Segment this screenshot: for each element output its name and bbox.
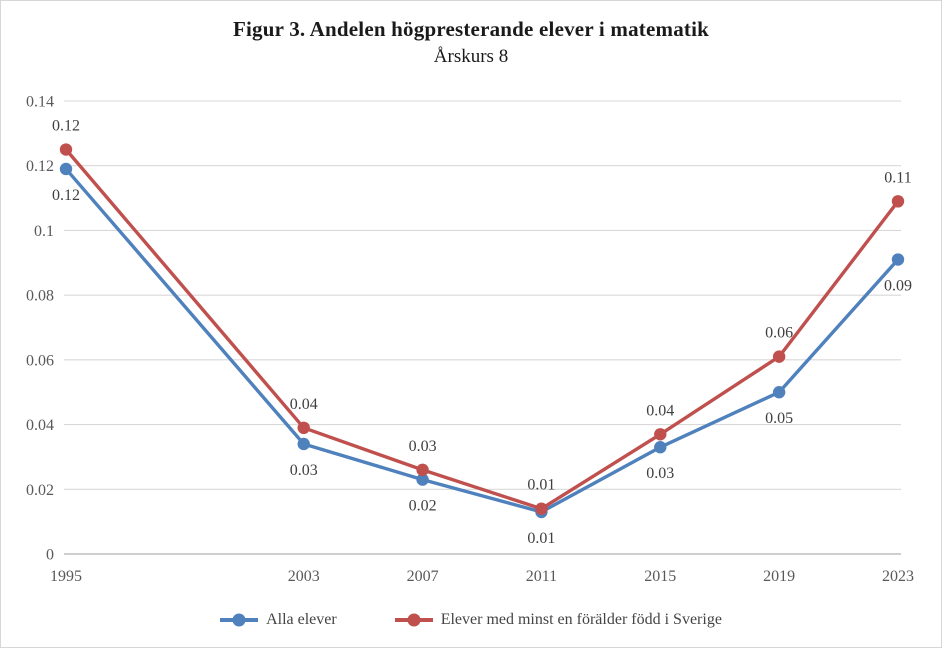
legend-label: Elever med minst en förälder född i Sver… <box>440 611 722 628</box>
data-point-label: 0.12 <box>52 118 80 135</box>
data-point-marker <box>59 162 73 176</box>
chart-legend: Alla elever Elever med minst en förälder … <box>1 603 941 637</box>
y-axis-tick-label: 0 <box>46 547 54 564</box>
data-point-label: 0.12 <box>52 187 80 204</box>
y-axis-tick-label: 0.08 <box>26 288 54 305</box>
data-point-label: 0.03 <box>409 438 437 455</box>
legend-label: Alla elever <box>266 611 337 628</box>
y-axis-tick-label: 0.02 <box>26 482 54 499</box>
data-point-marker <box>772 386 786 399</box>
legend-marker-dot-icon <box>232 613 246 627</box>
data-point-label: 0.04 <box>646 402 674 419</box>
data-point-label: 0.11 <box>884 169 911 186</box>
chart-plot-area: 0 0.02 0.04 0.06 0.08 0.1 0.12 0.14 1995 2003 2007… <box>26 94 914 586</box>
legend-marker-icon <box>394 613 433 627</box>
data-point-label: 0.04 <box>290 396 318 413</box>
y-axis-tick-label: 0.04 <box>26 417 54 434</box>
data-point-label: 0.03 <box>290 462 318 479</box>
data-point-marker <box>535 502 548 515</box>
x-axis-tick-label: 2003 <box>288 568 320 585</box>
data-point-marker <box>416 463 429 477</box>
chart-title: Figur 3. Andelen högpresterande elever i… <box>232 17 710 41</box>
data-point-marker <box>297 421 310 435</box>
data-point-label: 0.01 <box>527 530 555 547</box>
x-axis-tick-label: 2011 <box>526 568 557 585</box>
legend-item: Elever med minst en förälder född i Sver… <box>394 611 722 629</box>
data-point-label: 0.09 <box>884 278 912 295</box>
chart-subtitle: Årskurs 8 <box>433 46 509 67</box>
x-axis-tick-label: 2019 <box>763 568 795 585</box>
x-axis-tick-label: 2007 <box>407 568 439 585</box>
data-point-marker <box>772 350 786 363</box>
y-axis-tick-label: 0.06 <box>26 352 54 369</box>
x-axis-tick-label: 1995 <box>50 568 82 585</box>
x-axis-tick-label: 2023 <box>882 568 914 585</box>
legend-item: Alla elever <box>220 611 337 629</box>
data-point-label: 0.02 <box>409 498 437 515</box>
data-point-marker <box>891 253 905 266</box>
y-axis-tick-label: 0.14 <box>26 94 54 111</box>
y-axis-tick-label: 0.1 <box>34 223 54 240</box>
x-axis-tick-label: 2015 <box>644 568 676 585</box>
legend-marker-icon <box>220 613 259 627</box>
legend-marker-dot-icon <box>407 613 421 627</box>
data-point-label: 0.05 <box>765 410 793 427</box>
data-point-label: 0.03 <box>646 465 674 482</box>
data-point-label: 0.06 <box>765 325 793 342</box>
y-axis-tick-label: 0.12 <box>26 158 54 175</box>
data-point-marker <box>654 428 667 441</box>
data-point-marker <box>297 437 310 451</box>
data-point-marker <box>416 473 429 486</box>
data-point-marker <box>59 143 73 156</box>
data-point-marker <box>654 441 667 454</box>
data-point-marker <box>891 195 905 208</box>
data-point-label: 0.01 <box>527 477 555 494</box>
